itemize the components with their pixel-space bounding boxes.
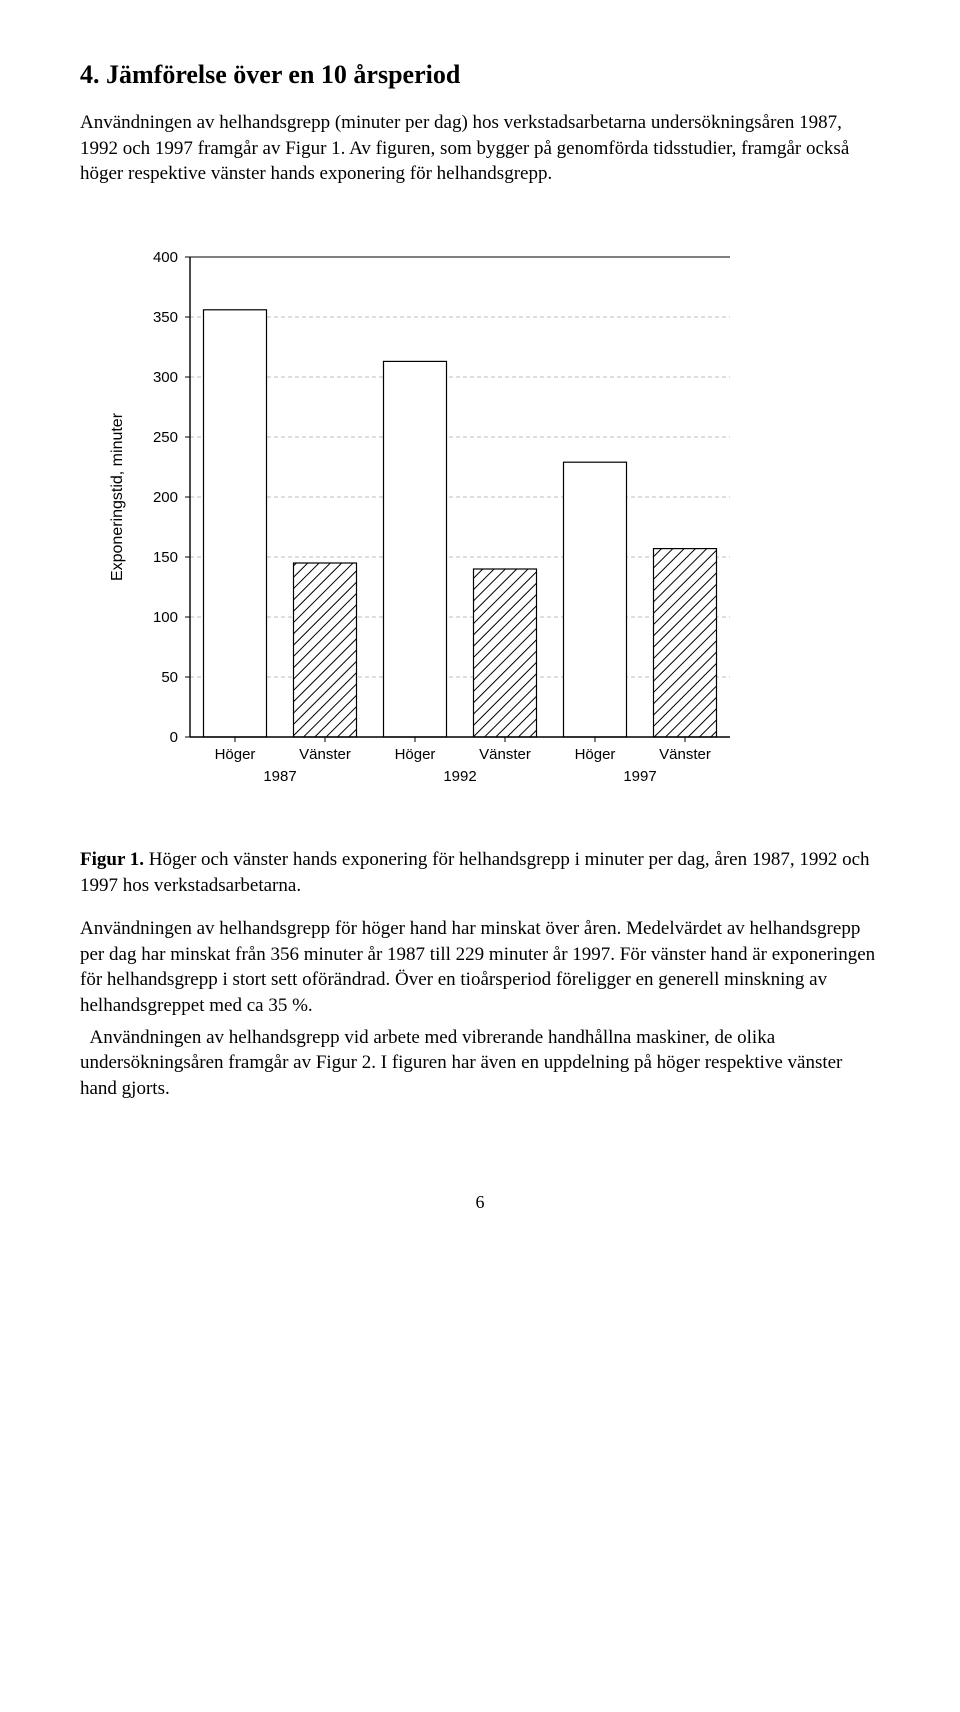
- svg-text:1997: 1997: [623, 768, 656, 785]
- svg-text:300: 300: [153, 369, 178, 386]
- svg-text:Höger: Höger: [215, 746, 256, 763]
- body-paragraph-1: Användningen av helhandsgrepp för höger …: [80, 916, 880, 1019]
- chart-svg: 0 50 100 150 200 250 300 350 400 Exponeringstid, …: [80, 247, 750, 807]
- figure-caption: Figur 1. Höger och vänster hands exponer…: [80, 847, 880, 898]
- svg-text:1987: 1987: [263, 768, 296, 785]
- svg-text:Vänster: Vänster: [479, 746, 531, 763]
- svg-text:0: 0: [170, 729, 178, 746]
- svg-text:Höger: Höger: [395, 746, 436, 763]
- svg-text:Vänster: Vänster: [659, 746, 711, 763]
- figure-caption-label: Figur 1.: [80, 849, 149, 870]
- svg-text:50: 50: [161, 669, 178, 686]
- svg-text:400: 400: [153, 249, 178, 266]
- svg-text:Exponeringstid, minuter: Exponeringstid, minuter: [109, 412, 126, 581]
- page-number: 6: [80, 1192, 880, 1213]
- svg-text:250: 250: [153, 429, 178, 446]
- bar-chart: 0 50 100 150 200 250 300 350 400 Exponeringstid, …: [80, 247, 880, 807]
- svg-text:Höger: Höger: [575, 746, 616, 763]
- svg-text:200: 200: [153, 489, 178, 506]
- svg-text:Vänster: Vänster: [299, 746, 351, 763]
- body-paragraph-2: Användningen av helhandsgrepp vid arbete…: [80, 1025, 880, 1102]
- figure-caption-text: Höger och vänster hands exponering för h…: [80, 849, 870, 896]
- svg-text:150: 150: [153, 549, 178, 566]
- intro-paragraph: Användningen av helhandsgrepp (minuter p…: [80, 110, 880, 187]
- svg-text:350: 350: [153, 309, 178, 326]
- svg-text:100: 100: [153, 609, 178, 626]
- svg-text:1992: 1992: [443, 768, 476, 785]
- section-heading: 4. Jämförelse över en 10 årsperiod: [80, 60, 880, 90]
